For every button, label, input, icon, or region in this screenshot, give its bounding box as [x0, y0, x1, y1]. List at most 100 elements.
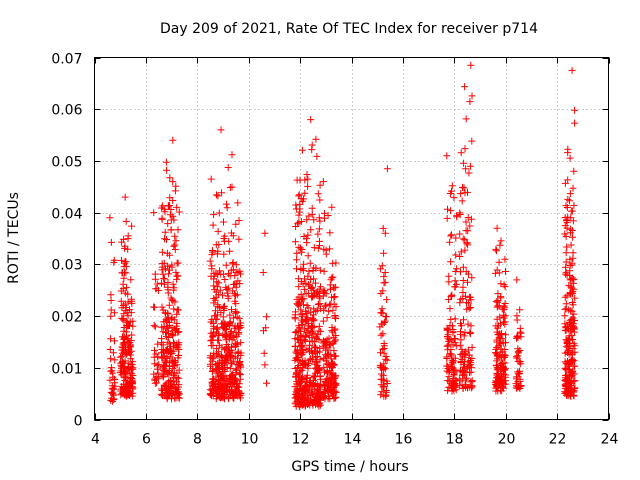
data-point-marker — [161, 358, 169, 366]
data-point-marker — [234, 361, 242, 368]
data-point-marker — [380, 376, 388, 384]
data-point-marker — [319, 380, 327, 388]
data-point-marker — [516, 306, 524, 314]
data-point-marker — [165, 367, 173, 374]
data-point-marker — [237, 351, 245, 359]
data-point-marker — [467, 322, 475, 330]
data-point-marker — [499, 353, 507, 361]
data-point-marker — [329, 259, 337, 267]
data-point-marker — [170, 216, 178, 224]
data-point-marker — [231, 387, 239, 395]
data-point-marker — [315, 225, 323, 233]
data-point-marker — [568, 307, 576, 315]
data-point-marker — [459, 277, 467, 284]
data-point-marker — [447, 364, 455, 372]
data-point-marker — [121, 289, 129, 297]
data-point-marker — [123, 350, 131, 358]
data-point-marker — [316, 217, 324, 225]
data-point-marker — [166, 194, 174, 202]
data-point-marker — [565, 350, 573, 358]
data-point-marker — [232, 292, 239, 300]
data-point-marker — [317, 305, 325, 313]
data-point-marker — [315, 300, 322, 308]
data-point-marker — [308, 324, 316, 332]
data-point-marker — [464, 320, 472, 328]
data-point-marker — [293, 176, 301, 184]
data-point-marker — [567, 225, 575, 233]
data-point-marker — [315, 395, 323, 403]
data-point-marker — [108, 389, 116, 397]
data-point-marker — [305, 212, 313, 220]
data-point-marker — [237, 270, 244, 278]
data-point-marker — [303, 396, 311, 404]
data-point-marker — [313, 385, 321, 393]
data-point-marker — [328, 326, 336, 334]
data-point-marker — [380, 319, 388, 326]
data-point-marker — [297, 391, 305, 399]
data-point-marker — [566, 255, 574, 263]
data-point-marker — [216, 353, 224, 361]
data-point-marker — [216, 267, 224, 275]
data-point-marker — [227, 328, 235, 335]
data-point-marker — [322, 301, 330, 309]
data-point-marker — [562, 336, 570, 344]
data-point-marker — [323, 367, 331, 375]
data-point-marker — [304, 252, 312, 260]
data-point-marker — [154, 353, 162, 361]
data-point-marker — [127, 361, 135, 369]
data-point-marker — [300, 325, 308, 333]
data-point-marker — [107, 312, 115, 320]
data-point-marker — [300, 301, 307, 309]
data-point-marker — [493, 303, 501, 311]
data-point-marker — [459, 235, 467, 243]
data-point-marker — [218, 343, 226, 351]
data-point-marker — [565, 384, 573, 392]
data-point-marker — [457, 149, 465, 157]
data-point-marker — [220, 235, 228, 242]
data-point-marker — [172, 182, 180, 190]
data-point-marker — [452, 280, 460, 288]
data-point-marker — [378, 388, 386, 396]
data-point-marker — [297, 316, 305, 324]
data-point-marker — [567, 283, 575, 291]
data-point-marker — [449, 326, 457, 333]
data-point-marker — [158, 387, 166, 394]
data-point-marker — [209, 320, 217, 327]
data-point-marker — [500, 305, 508, 313]
data-point-marker — [457, 248, 465, 256]
data-point-marker — [169, 371, 177, 379]
data-point-marker — [512, 384, 520, 392]
data-point-marker — [321, 382, 328, 390]
data-point-marker — [293, 265, 300, 273]
data-point-marker — [175, 374, 183, 382]
data-point-marker — [175, 351, 183, 359]
data-point-marker — [218, 352, 225, 360]
data-point-marker — [321, 389, 329, 397]
data-point-marker — [493, 315, 501, 323]
data-point-marker — [315, 322, 323, 330]
data-point-marker — [116, 353, 124, 361]
data-point-marker — [301, 189, 309, 197]
data-point-marker — [306, 259, 314, 267]
data-point-marker — [312, 344, 319, 351]
data-point-marker — [118, 385, 126, 393]
data-point-marker — [220, 250, 228, 258]
data-point-marker — [501, 373, 509, 381]
data-point-marker — [330, 374, 338, 382]
data-point-marker — [122, 384, 130, 392]
data-point-marker — [173, 361, 181, 369]
data-point-marker — [563, 340, 571, 347]
data-point-marker — [515, 370, 523, 378]
data-point-marker — [458, 345, 466, 353]
data-point-marker — [212, 288, 220, 296]
data-point-marker — [501, 365, 509, 373]
data-point-marker — [326, 229, 334, 237]
data-point-marker — [122, 217, 130, 225]
data-point-marker — [229, 287, 237, 295]
data-point-marker — [302, 290, 310, 298]
data-point-marker — [450, 194, 458, 202]
data-point-marker — [230, 334, 238, 341]
data-point-marker — [562, 270, 570, 278]
data-point-marker — [379, 224, 387, 232]
data-point-marker — [444, 377, 452, 384]
